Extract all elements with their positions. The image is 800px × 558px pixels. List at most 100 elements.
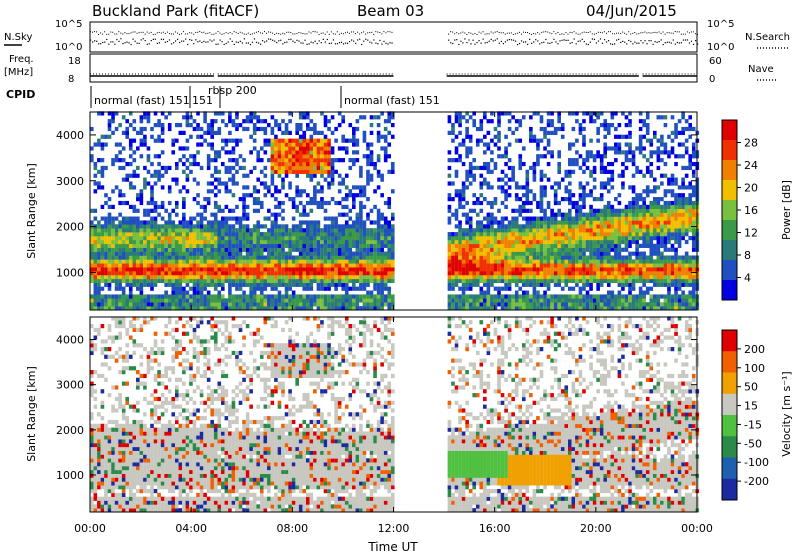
nsearch-dot — [252, 33, 253, 34]
nsky-dot — [248, 42, 249, 43]
power-cell — [281, 185, 285, 189]
power-cell — [540, 224, 544, 228]
power-cell — [458, 267, 462, 271]
nsearch-dot — [128, 33, 129, 34]
power-cell — [557, 252, 561, 256]
power-cell — [196, 294, 200, 298]
nsearch-dot — [228, 33, 229, 34]
power-cell — [225, 302, 229, 306]
power-cell — [550, 185, 554, 189]
power-cell — [451, 283, 455, 287]
power-cell — [334, 224, 338, 228]
power-cell — [469, 115, 473, 119]
power-cell — [147, 181, 151, 185]
power-cell — [207, 255, 211, 259]
power-cell — [487, 228, 491, 232]
power-cell — [529, 244, 533, 248]
power-cell — [465, 178, 469, 182]
power-cell — [359, 228, 363, 232]
power-cell — [210, 146, 214, 150]
power-cell — [327, 170, 331, 174]
power-cell — [465, 248, 469, 252]
power-cell — [550, 263, 554, 267]
power-cell — [285, 158, 289, 162]
power-cell — [561, 279, 565, 283]
nsky-dot — [258, 42, 259, 43]
power-cell — [579, 302, 583, 306]
power-cell — [352, 279, 356, 283]
power-cell — [246, 283, 250, 287]
power-cell — [348, 166, 352, 170]
power-cell — [140, 291, 144, 295]
power-cell — [207, 142, 211, 146]
power-cell — [175, 255, 179, 259]
power-cell — [175, 291, 179, 295]
power-cell — [458, 193, 462, 197]
power-cell — [203, 275, 207, 279]
power-cell — [292, 139, 296, 143]
power-cell — [370, 271, 374, 275]
nsky-dot — [199, 40, 200, 41]
power-cell — [196, 135, 200, 139]
power-cell — [618, 193, 622, 197]
power-cell — [494, 236, 498, 240]
power-cell — [317, 205, 321, 209]
power-cell — [511, 252, 515, 256]
power-cell — [97, 170, 101, 174]
power-cell — [511, 224, 515, 228]
nsearch-dot — [529, 33, 530, 34]
power-cell — [189, 154, 193, 158]
power-cell — [348, 236, 352, 240]
power-cell — [214, 271, 218, 275]
power-cell — [448, 240, 452, 244]
power-cell — [246, 259, 250, 263]
power-cell — [455, 248, 459, 252]
power-cell — [267, 302, 271, 306]
power-cell — [600, 248, 604, 252]
nsearch-dot — [493, 33, 494, 34]
power-cell — [611, 209, 615, 213]
power-cell — [118, 287, 122, 291]
power-cell — [582, 189, 586, 193]
power-cell — [511, 220, 515, 224]
power-cell — [157, 154, 161, 158]
power-cell — [472, 298, 476, 302]
power-cell — [267, 283, 271, 287]
power-cell — [483, 236, 487, 240]
power-cell — [246, 236, 250, 240]
power-cell — [324, 170, 328, 174]
power-cell — [129, 259, 133, 263]
power-cell — [494, 252, 498, 256]
power-cell — [373, 255, 377, 259]
nsky-dot — [286, 42, 287, 43]
power-cell — [246, 174, 250, 178]
power-cell — [271, 181, 275, 185]
power-cell — [242, 244, 246, 248]
power-cell — [575, 263, 579, 267]
power-cell — [387, 240, 391, 244]
nsearch-dot — [177, 33, 178, 34]
power-cell — [225, 275, 229, 279]
power-cell — [579, 248, 583, 252]
nsky-dot — [141, 39, 142, 40]
power-cell — [118, 248, 122, 252]
nsky-dot — [116, 39, 117, 40]
power-cell — [327, 201, 331, 205]
nsearch-dot — [195, 32, 196, 33]
power-cell — [348, 232, 352, 236]
nsky-dot — [118, 41, 119, 42]
power-cell — [320, 228, 324, 232]
power-cell — [331, 248, 335, 252]
power-cell — [621, 150, 625, 154]
power-cell — [483, 279, 487, 283]
power-cell — [132, 205, 136, 209]
power-cell — [600, 267, 604, 271]
power-cell — [363, 283, 367, 287]
nsky-dot — [153, 39, 154, 40]
power-cell — [338, 232, 342, 236]
nsky-dot — [489, 41, 490, 42]
nsearch-dot — [673, 33, 674, 34]
power-cell — [536, 154, 540, 158]
power-cell — [324, 209, 328, 213]
power-cell — [487, 220, 491, 224]
